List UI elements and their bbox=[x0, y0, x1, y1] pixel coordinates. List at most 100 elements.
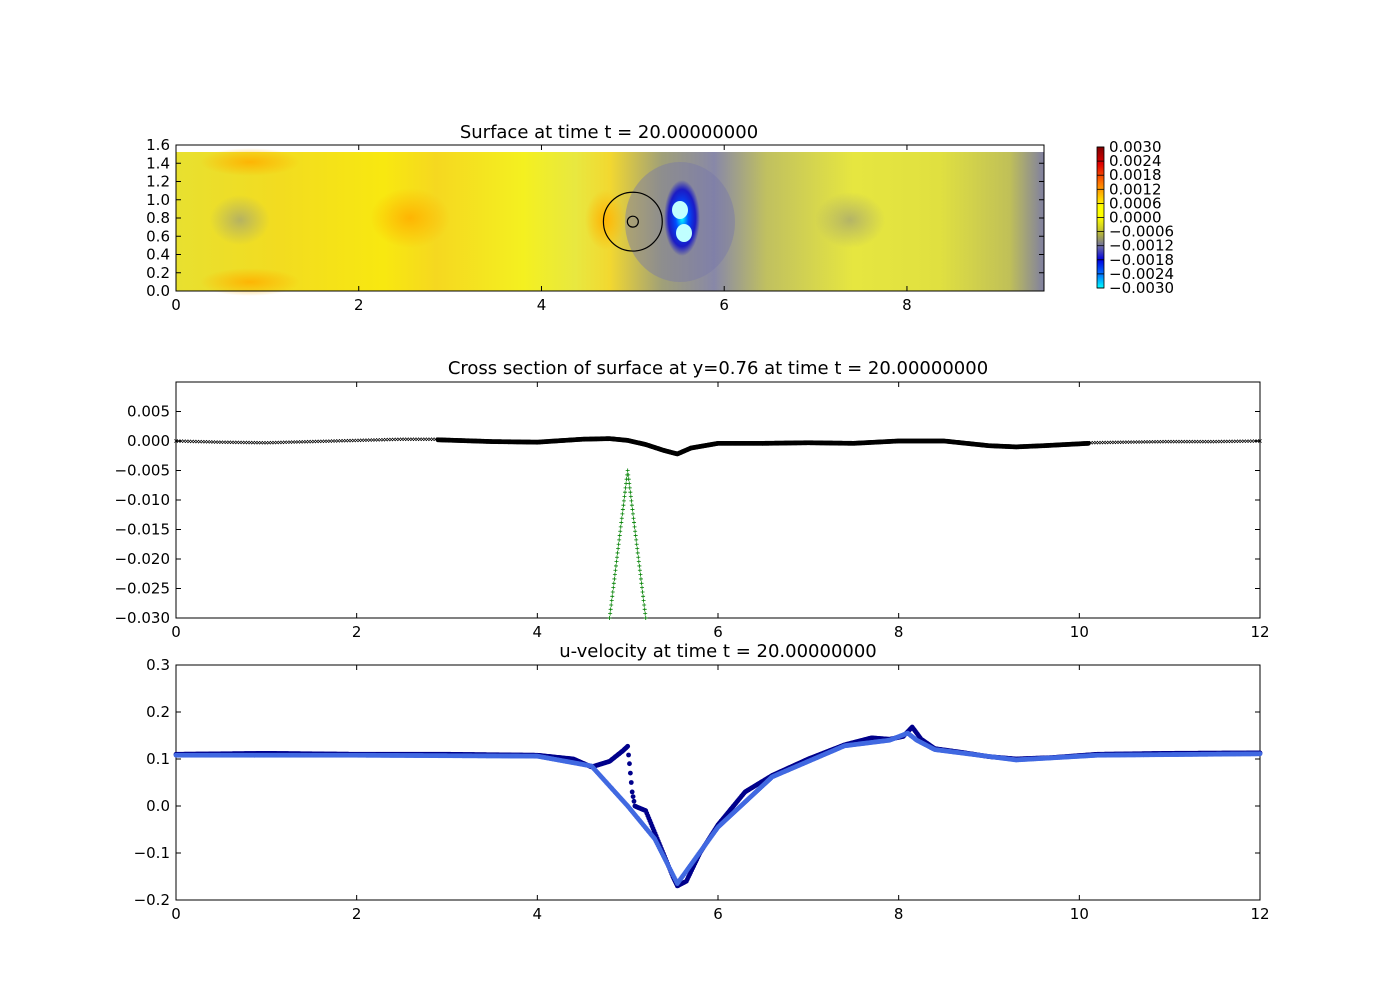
x-tick-label: 8 bbox=[894, 905, 904, 923]
cross-section-series bbox=[174, 436, 1262, 620]
data-point bbox=[629, 498, 634, 503]
data-point bbox=[1085, 440, 1091, 446]
x-tick-label: 0 bbox=[171, 623, 181, 641]
heatmap-field bbox=[176, 148, 1044, 296]
data-point bbox=[631, 516, 636, 521]
data-point bbox=[641, 598, 646, 603]
x-tick-label: 4 bbox=[533, 623, 543, 641]
x-tick-label: 2 bbox=[352, 905, 362, 923]
data-point bbox=[633, 533, 638, 538]
data-point bbox=[629, 503, 634, 508]
data-point bbox=[630, 511, 635, 516]
data-point bbox=[1186, 439, 1191, 444]
colorbar-tick-label: 0.0006 bbox=[1109, 194, 1162, 212]
y-tick-label: −0.020 bbox=[114, 550, 170, 568]
data-point bbox=[617, 533, 622, 538]
y-tick-label: 1.4 bbox=[146, 154, 170, 172]
colorbar: 0.00300.00240.00180.00120.00060.0000−0.0… bbox=[1096, 138, 1174, 297]
x-tick-label: 2 bbox=[354, 296, 364, 314]
x-tick-label: 10 bbox=[1070, 905, 1089, 923]
data-point bbox=[625, 468, 630, 473]
surface-heatmap-panel: Surface at time t = 20.00000000 0 2 4 6 8 0.… bbox=[146, 122, 1174, 314]
cross-section-panel: Cross section of surface at y=0.76 at ti… bbox=[114, 358, 1269, 641]
x-tick-label: 0 bbox=[171, 905, 181, 923]
x-tick-label: 6 bbox=[719, 296, 729, 314]
colorbar-tick-label: 0.0030 bbox=[1109, 138, 1162, 156]
x-tick-label: 8 bbox=[902, 296, 912, 314]
y-tick-label: 0.0 bbox=[146, 797, 170, 815]
data-point bbox=[627, 481, 632, 486]
data-point bbox=[618, 529, 623, 534]
y-tick-label: 0.6 bbox=[146, 227, 170, 245]
data-point bbox=[627, 485, 632, 490]
y-tick-label: −0.005 bbox=[114, 462, 170, 480]
data-point bbox=[615, 550, 620, 555]
data-point bbox=[628, 494, 633, 499]
data-point bbox=[617, 537, 622, 542]
u-velocity-panel: u-velocity at time t = 20.00000000 0 2 4 6 8… bbox=[134, 641, 1270, 923]
u-velocity-y-ticks: 0.3 0.2 0.1 0.0 −0.1 −0.2 bbox=[134, 656, 1260, 909]
data-point bbox=[637, 563, 642, 568]
x-tick-label: 6 bbox=[713, 905, 723, 923]
data-point bbox=[641, 594, 646, 599]
data-point bbox=[626, 752, 631, 758]
data-point bbox=[616, 542, 621, 547]
data-point bbox=[623, 490, 628, 495]
data-point bbox=[1199, 439, 1204, 444]
data-point bbox=[613, 563, 618, 568]
colorbar-tick-label: 0.0012 bbox=[1109, 180, 1162, 198]
x-tick-label: 6 bbox=[713, 623, 723, 641]
colorbar-tick-label: 0.0000 bbox=[1109, 209, 1162, 227]
data-point bbox=[623, 485, 628, 490]
data-point bbox=[1197, 439, 1201, 444]
data-point bbox=[634, 537, 639, 542]
data-point bbox=[1170, 439, 1175, 444]
data-point bbox=[642, 607, 647, 612]
y-tick-label: 0.005 bbox=[127, 403, 170, 421]
data-point bbox=[612, 572, 617, 577]
data-point bbox=[608, 607, 613, 612]
data-point bbox=[1202, 439, 1207, 444]
colorbar-tick-label: −0.0012 bbox=[1109, 237, 1174, 255]
series-1 bbox=[435, 436, 1091, 457]
data-point bbox=[640, 589, 645, 594]
data-point bbox=[627, 770, 633, 776]
data-point bbox=[636, 559, 641, 564]
data-point bbox=[628, 490, 633, 495]
series-2 bbox=[1086, 439, 1262, 445]
data-point bbox=[1189, 439, 1193, 444]
cross-section-y-ticks: 0.005 0.000 −0.005 −0.010 −0.015 −0.020 −0.025… bbox=[114, 403, 1260, 627]
data-point bbox=[610, 594, 615, 599]
data-point bbox=[629, 789, 635, 795]
series-1 bbox=[173, 730, 1263, 886]
colorbar-tick-label: −0.0024 bbox=[1109, 265, 1174, 283]
u-velocity-title: u-velocity at time t = 20.00000000 bbox=[559, 641, 877, 662]
data-point bbox=[631, 798, 637, 804]
y-tick-label: 0.2 bbox=[146, 703, 170, 721]
data-point bbox=[630, 794, 636, 799]
data-point bbox=[642, 602, 647, 607]
y-tick-label: −0.030 bbox=[114, 609, 170, 627]
data-point bbox=[628, 780, 634, 785]
obstacle-outer-circle bbox=[602, 191, 663, 252]
data-point bbox=[619, 516, 624, 521]
data-point bbox=[1167, 439, 1172, 444]
data-point bbox=[639, 581, 644, 586]
y-tick-label: −0.1 bbox=[134, 844, 170, 862]
data-point bbox=[630, 507, 635, 512]
cross-section-axes-frame bbox=[175, 381, 1261, 619]
y-tick-label: 0.2 bbox=[146, 264, 170, 282]
y-tick-label: −0.2 bbox=[134, 891, 170, 909]
data-point bbox=[625, 743, 631, 749]
data-point bbox=[633, 529, 638, 534]
data-point bbox=[619, 520, 624, 525]
data-point bbox=[1191, 439, 1196, 444]
y-tick-label: −0.010 bbox=[114, 491, 170, 509]
data-point bbox=[1173, 439, 1177, 444]
data-point bbox=[640, 585, 645, 590]
data-point bbox=[611, 581, 616, 586]
data-point bbox=[626, 477, 631, 482]
colorbar-tick-label: 0.0024 bbox=[1109, 152, 1162, 170]
data-point bbox=[614, 559, 619, 564]
